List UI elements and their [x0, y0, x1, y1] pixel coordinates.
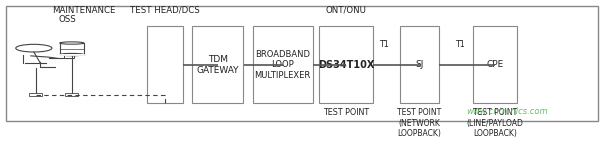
Text: T1: T1 [455, 40, 464, 49]
Text: T1: T1 [379, 40, 389, 49]
Bar [473, 26, 516, 103]
Bar [65, 93, 79, 96]
Bar [147, 26, 182, 103]
Bar [64, 53, 74, 58]
Text: DS34T10X: DS34T10X [318, 60, 374, 70]
Text: TEST POINT
(LINE/PAYLOAD
LOOPBACK): TEST POINT (LINE/PAYLOAD LOOPBACK) [466, 108, 523, 138]
Text: TEST POINT: TEST POINT [323, 108, 369, 117]
Text: TEST HEAD/DCS: TEST HEAD/DCS [130, 6, 199, 15]
Text: MAINTENANCE: MAINTENANCE [52, 6, 115, 15]
Text: www.cntronics.com: www.cntronics.com [466, 107, 548, 116]
Bar [319, 26, 373, 103]
Text: ONT/ONU: ONT/ONU [326, 6, 367, 15]
Text: BROADBAND
LOOP
MULTIPLEXER: BROADBAND LOOP MULTIPLEXER [255, 50, 311, 80]
Text: OSS: OSS [58, 15, 76, 24]
Bar [252, 26, 313, 103]
Bar [29, 93, 42, 96]
Text: SJ: SJ [416, 60, 423, 69]
Text: TEST POINT
(NETWORK
LOOPBACK): TEST POINT (NETWORK LOOPBACK) [397, 108, 442, 138]
Bar [400, 26, 439, 103]
Bar [192, 26, 243, 103]
Text: CPE: CPE [486, 60, 504, 69]
Text: TDM
GATEWAY: TDM GATEWAY [196, 55, 239, 75]
